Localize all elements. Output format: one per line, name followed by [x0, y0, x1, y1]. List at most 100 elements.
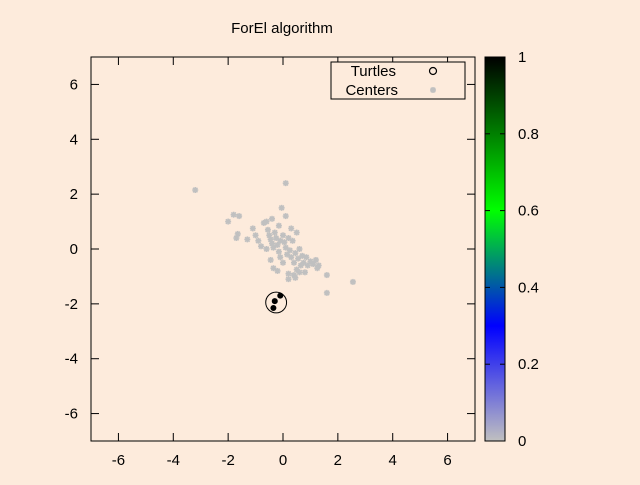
center-star-core [325, 273, 329, 277]
x-tick-label: 4 [389, 452, 397, 469]
center-point [292, 274, 299, 281]
center-point [292, 250, 299, 257]
center-star-core [311, 262, 315, 266]
center-star-core [303, 270, 307, 275]
colorbar-tick-label: 0.6 [518, 203, 539, 220]
turtle-marker [271, 298, 278, 305]
colorbar-tick-label: 0.8 [518, 126, 539, 143]
center-star-core [288, 248, 292, 253]
center-star-core [264, 247, 269, 251]
center-point [296, 246, 303, 252]
center-point [301, 269, 308, 276]
center-star-core [314, 258, 318, 262]
center-point [310, 261, 317, 268]
center-star-core [277, 249, 281, 254]
colorbar-scale [484, 56, 506, 442]
chart-title: ForEl algorithm [231, 20, 333, 37]
center-star-core [256, 238, 261, 243]
center-point [264, 226, 271, 233]
center-point [288, 254, 295, 261]
center-point [280, 259, 286, 266]
center-point [275, 248, 282, 255]
center-point [281, 239, 288, 246]
plot-frame [90, 56, 476, 442]
colorbar-tick-label: 0 [518, 433, 526, 450]
colorbar-tick-label: 1 [518, 49, 526, 66]
center-star-core [268, 258, 273, 262]
center-point [233, 235, 240, 242]
center-point [282, 244, 289, 251]
center-point [269, 215, 276, 222]
center-star-core [274, 236, 278, 240]
center-point [263, 246, 270, 252]
turtle-point [270, 304, 277, 311]
center-star-core [286, 277, 291, 281]
y-tick-label: 4 [70, 131, 78, 148]
y-tick-label: -4 [65, 351, 78, 368]
center-star-core [271, 266, 276, 271]
center-star-core [293, 276, 298, 280]
center-star-core [304, 255, 309, 260]
turtle-marker [270, 304, 277, 311]
center-point [282, 213, 289, 220]
center-point [349, 278, 356, 285]
center-point [258, 243, 265, 250]
center-point [270, 244, 277, 251]
x-tick-label: 6 [443, 452, 451, 469]
legend-box [330, 61, 466, 100]
center-star-core [351, 280, 355, 284]
center-star-core [292, 260, 296, 265]
center-point [252, 232, 259, 239]
x-tick-label: 0 [279, 452, 287, 469]
center-point [300, 259, 307, 266]
center-star-core [275, 269, 280, 273]
cluster-circle [265, 291, 288, 314]
center-star-core [253, 233, 258, 238]
center-star-core [271, 245, 276, 250]
center-star-core [290, 238, 295, 243]
center-star-core [325, 291, 329, 295]
center-star-core [286, 271, 291, 276]
center-star-core [289, 226, 294, 231]
center-star-core [245, 237, 250, 242]
center-star-core [283, 245, 288, 250]
center-star-core [293, 251, 298, 255]
center-point [289, 237, 296, 244]
center-point [270, 265, 277, 272]
center-star-core [285, 252, 289, 257]
colorbar-tick-label: 0.2 [518, 356, 539, 373]
center-star-core [301, 260, 306, 265]
center-point [323, 272, 330, 279]
center-point [263, 218, 270, 225]
center-star-core [272, 230, 277, 235]
turtle-point [271, 298, 278, 305]
center-point [236, 213, 243, 220]
center-star-core [234, 236, 239, 240]
y-tick-label: 6 [70, 76, 78, 93]
center-star-core [231, 212, 236, 217]
center-point [192, 187, 199, 194]
x-tick-label: -2 [221, 452, 234, 469]
center-point [255, 237, 262, 244]
center-point [288, 225, 295, 232]
center-star-core [226, 219, 230, 224]
center-point [277, 254, 284, 261]
center-star-core [268, 237, 273, 242]
center-star-core [278, 238, 283, 243]
x-tick-label: -4 [167, 452, 180, 469]
center-star-core [281, 233, 285, 238]
center-star-core [281, 260, 285, 265]
center-point [244, 236, 251, 243]
center-point [323, 289, 330, 296]
center-star-core [431, 88, 435, 92]
center-point [285, 270, 292, 277]
center-star-core [294, 230, 299, 235]
center-star-core [237, 214, 241, 218]
center-star-core [305, 263, 310, 268]
legend-marker-centers [430, 87, 436, 93]
center-point [284, 251, 291, 258]
center-point [285, 276, 292, 283]
center-point [312, 256, 319, 263]
center-point [314, 265, 321, 272]
